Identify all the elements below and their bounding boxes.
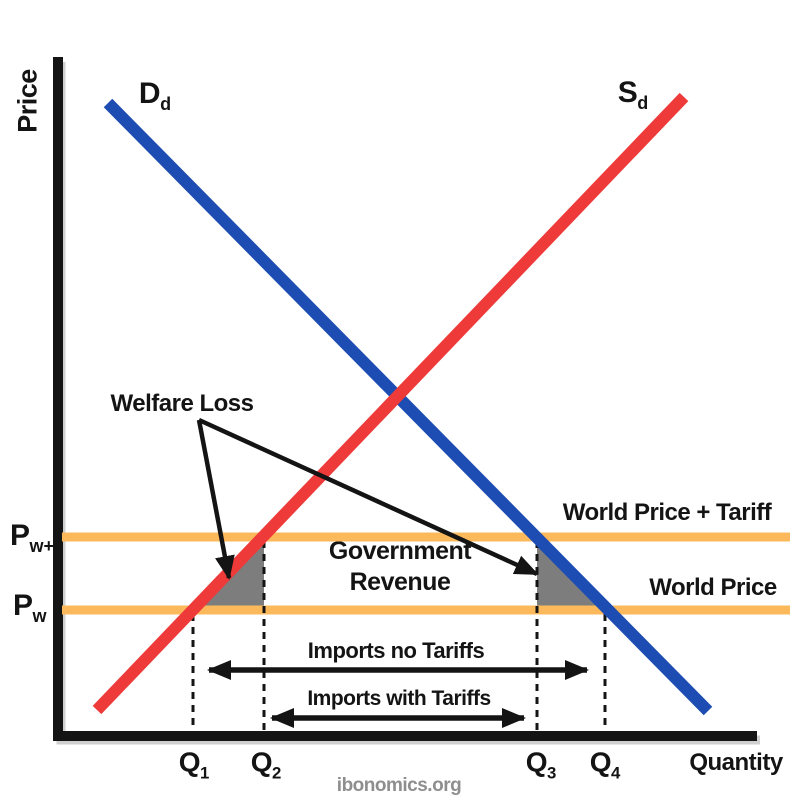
welfare-loss-arrow-left: [196, 419, 235, 580]
government-revenue-label: Government Revenue: [328, 536, 472, 598]
welfare-loss-label: Welfare Loss: [110, 390, 254, 417]
world-price-plus-tariff-label: World Price + Tariff: [562, 499, 772, 526]
government-revenue-line2: Revenue: [349, 568, 451, 596]
x-axis-title: Quantity: [689, 749, 783, 776]
government-revenue-line1: Government: [328, 537, 472, 565]
price-axis-value-pw: Pw: [13, 589, 47, 627]
welfare-loss-triangle-left: [190, 534, 264, 611]
q4-base: Q: [589, 746, 612, 778]
demand-curve-label: Dd: [139, 77, 171, 115]
supply-curve-label: Sd: [618, 76, 649, 114]
watermark-text: ibonomics.org: [336, 775, 462, 796]
q1-base: Q: [178, 746, 201, 778]
demand-curve-label-base: D: [138, 77, 161, 110]
pwt-base: P: [10, 519, 30, 552]
imports-with-tariffs-label: Imports with Tariffs: [307, 687, 491, 710]
q2-sub: 2: [271, 763, 282, 783]
q3-sub: 3: [546, 763, 557, 783]
price-axis-value-pwt: Pw+t: [10, 519, 60, 557]
q4-sub: 4: [610, 763, 621, 783]
q4-axis-label: Q4: [590, 747, 621, 784]
q1-sub: 1: [199, 763, 210, 783]
supply-curve-label-base: S: [617, 76, 638, 109]
q2-axis-label: Q2: [251, 747, 282, 784]
pwt-sub: w+t: [29, 536, 61, 556]
world-price-label: World Price: [649, 574, 777, 601]
pw-sub: w: [32, 606, 47, 626]
demand-curve-label-sub: d: [160, 94, 172, 114]
q1-axis-label: Q1: [179, 747, 210, 784]
q3-base: Q: [525, 746, 548, 778]
supply-curve-label-sub: d: [637, 93, 649, 113]
imports-no-tariffs-label: Imports no Tariffs: [307, 638, 485, 663]
welfare-loss-triangle-right: [537, 537, 610, 611]
y-axis-title: Price: [12, 69, 43, 133]
q3-axis-label: Q3: [526, 747, 557, 784]
q2-base: Q: [250, 746, 273, 778]
pw-base: P: [13, 589, 33, 622]
